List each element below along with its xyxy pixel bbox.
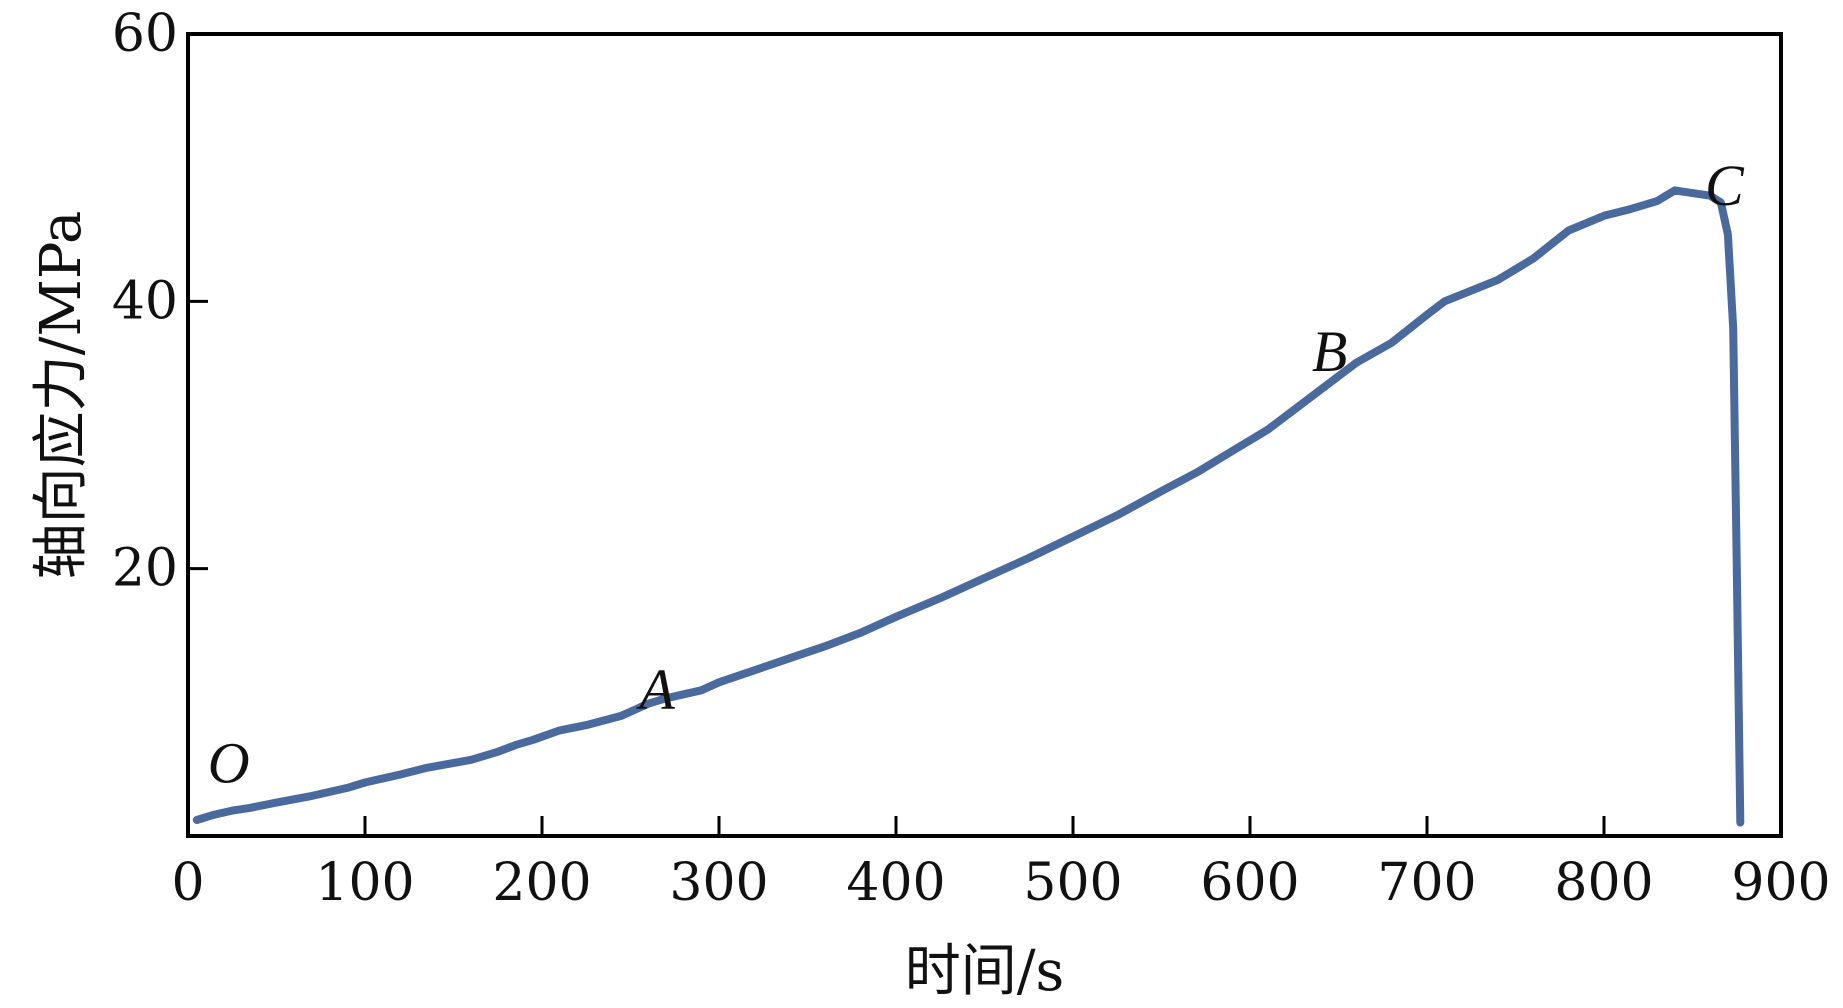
x-tick-label: 900	[1731, 853, 1830, 913]
point-label-o: O	[208, 731, 250, 796]
x-tick-label: 400	[846, 853, 945, 913]
plot-frame	[186, 32, 1783, 838]
axis-ticks	[188, 299, 1606, 836]
x-tick-label: 200	[492, 853, 591, 913]
y-tick-label: 40	[112, 271, 178, 331]
point-label-a: A	[635, 657, 675, 722]
y-tick-label: 20	[112, 539, 178, 599]
x-axis-title: 时间/s	[905, 939, 1065, 1004]
point-label-b: B	[1312, 319, 1347, 384]
x-tick-label: 100	[315, 853, 414, 913]
point-label-c: C	[1705, 153, 1745, 218]
x-tick-label: 500	[1023, 853, 1122, 913]
y-axis-title: 轴向应力/MPa	[29, 211, 94, 580]
stress-curve	[192, 186, 1745, 827]
x-tick-label: 800	[1554, 853, 1653, 913]
x-tick-label: 600	[1200, 853, 1299, 913]
x-tick-label: 300	[669, 853, 768, 913]
x-tick-label: 700	[1377, 853, 1476, 913]
x-tick-label: 0	[171, 853, 204, 913]
tick-labels: 0 100 200 300 400 500 600 700 800 900 20 40 60	[112, 4, 1831, 913]
y-tick-label: 60	[112, 4, 178, 64]
point-annotations: O A B C	[208, 153, 1745, 795]
